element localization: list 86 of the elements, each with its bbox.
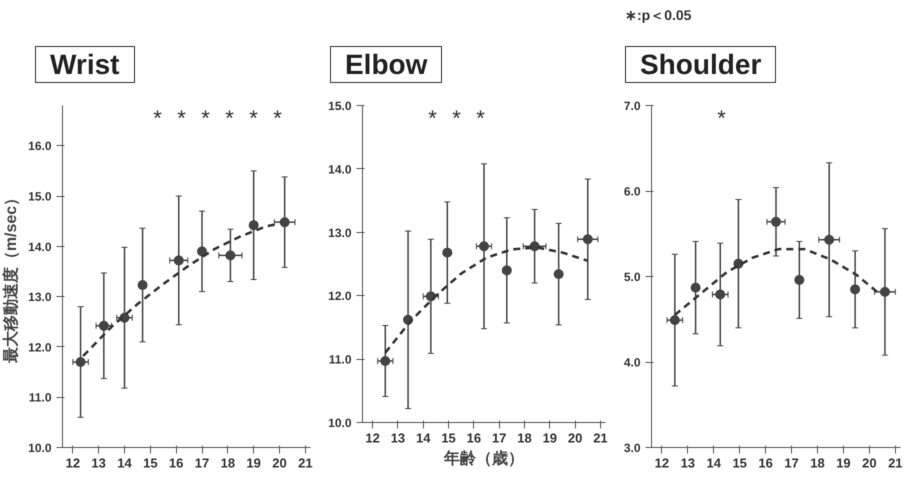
point [225, 250, 236, 260]
x-tick-label: 19 [542, 430, 558, 446]
y-tick-label: 4.0 [624, 356, 641, 370]
x-tick-label: 17 [784, 456, 799, 470]
x-tick-label: 13 [91, 456, 106, 470]
x-tick-label: 19 [246, 456, 261, 470]
x-tick-label: 17 [194, 456, 210, 470]
y-tick-label: 7.0 [624, 99, 641, 113]
annotation: * [225, 106, 234, 130]
point [442, 248, 452, 258]
x-tick-label: 20 [272, 456, 287, 470]
x-tick-label: 14 [416, 430, 432, 446]
x-tick-label: 21 [888, 456, 903, 470]
x-tick-label: 16 [758, 456, 773, 470]
y-axis-title: 最大移動速度（m/sec） [1, 190, 20, 364]
x-tick-label: 14 [706, 456, 722, 470]
point [850, 284, 860, 294]
annotation: * [476, 106, 486, 130]
point [76, 357, 86, 367]
point [174, 255, 184, 266]
y-tick-label: 15.0 [28, 190, 52, 204]
point [280, 217, 290, 228]
point [715, 289, 726, 300]
y-tick-label: 13.0 [328, 226, 352, 240]
x-tick-label: 20 [862, 456, 877, 470]
y-tick-label: 10.0 [328, 416, 352, 430]
x-tick-label: 18 [810, 456, 825, 470]
annotation: * [428, 106, 438, 130]
x-tick-label: 12 [654, 456, 670, 470]
y-tick-label: 12.0 [28, 340, 52, 354]
x-tick-label: 21 [298, 456, 313, 470]
point [248, 220, 259, 230]
x-tick-label: 12 [66, 456, 80, 470]
annotation: * [717, 106, 726, 130]
annotation: * [201, 106, 210, 130]
point [197, 246, 207, 256]
x-tick-label: 20 [568, 430, 582, 446]
annotation: * [452, 106, 462, 130]
annotation: * [273, 106, 282, 130]
point [582, 234, 593, 244]
x-tick-label: 16 [466, 430, 482, 446]
chart-subtitle: ∗:p＜0.05 [625, 6, 692, 25]
point [794, 274, 804, 285]
x-tick-label: 17 [492, 430, 506, 446]
y-tick-label: 13.0 [28, 290, 52, 304]
point [380, 356, 390, 366]
point [502, 265, 512, 276]
x-tick-label: 19 [836, 456, 851, 470]
y-tick-label: 11.0 [28, 390, 52, 405]
x-tick-label: 13 [390, 430, 406, 446]
x-tick-label: 15 [441, 430, 456, 446]
x-tick-label: 18 [220, 456, 236, 470]
y-tick-label: 5.0 [624, 270, 641, 284]
y-tick-label: 11.0 [328, 352, 352, 367]
point [771, 216, 781, 227]
annotation: * [249, 106, 258, 130]
chart-title: Elbow [330, 46, 442, 83]
chart-title: Shoulder [625, 46, 776, 83]
point [824, 234, 834, 245]
y-tick-label: 14.0 [328, 162, 352, 176]
point [880, 286, 890, 297]
point [98, 320, 109, 331]
x-tick-label: 21 [593, 430, 608, 446]
y-tick-label: 15.0 [328, 99, 352, 113]
x-tick-label: 12 [365, 430, 380, 446]
y-tick-label: 6.0 [624, 184, 641, 198]
annotation: * [153, 106, 162, 130]
x-tick-label: 13 [680, 456, 696, 470]
x-tick-label: 15 [732, 456, 747, 470]
x-tick-label: 18 [517, 430, 532, 446]
annotation: * [177, 106, 186, 130]
point [138, 280, 148, 290]
point [670, 315, 680, 326]
x-tick-label: 15 [143, 456, 158, 470]
chart-title: Wrist [35, 46, 134, 83]
y-tick-label: 10.0 [28, 441, 52, 455]
y-tick-label: 14.0 [28, 240, 52, 254]
point [690, 282, 701, 293]
y-tick-label: 12.0 [328, 289, 352, 304]
point [554, 269, 564, 280]
y-tick-label: 3.0 [624, 441, 641, 455]
point [479, 241, 489, 252]
x-tick-label: 16 [168, 456, 184, 470]
x-axis-title: 年齢（歳） [443, 450, 524, 468]
x-tick-label: 14 [117, 456, 132, 470]
y-tick-label: 16.0 [28, 139, 52, 154]
